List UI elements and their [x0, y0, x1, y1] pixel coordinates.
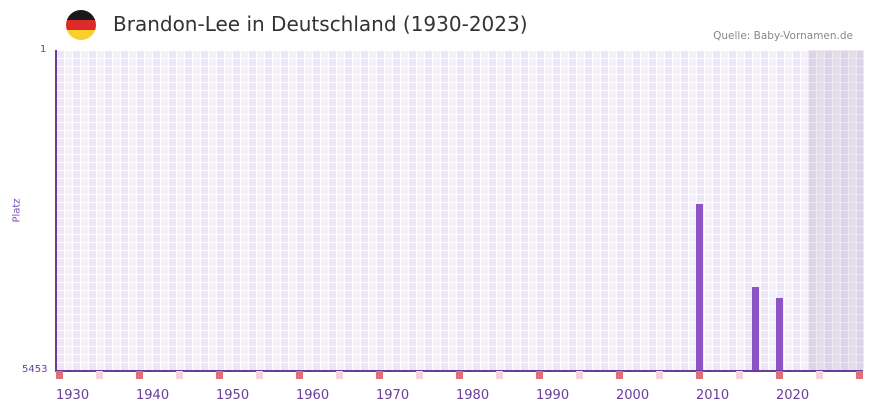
x-tick-label: 1950	[216, 388, 250, 403]
year-marker	[256, 371, 263, 379]
plot-area	[55, 50, 864, 372]
y-tick-bottom: 5453	[22, 364, 48, 375]
source-label: Quelle: Baby-Vornamen.de	[713, 30, 853, 42]
x-tick-label: 1930	[56, 388, 90, 403]
bar-2017[interactable]	[752, 287, 759, 370]
x-tick-label: 2020	[776, 388, 810, 403]
year-marker	[136, 371, 143, 379]
year-marker	[176, 371, 183, 379]
x-tick-label: 1980	[456, 388, 490, 403]
year-marker	[496, 371, 503, 379]
year-marker	[56, 371, 63, 379]
year-markers	[56, 371, 864, 379]
year-marker	[216, 371, 223, 379]
year-marker	[416, 371, 423, 379]
y-tick-top: 1	[40, 44, 47, 55]
year-marker	[376, 371, 383, 379]
x-tick-label: 1990	[536, 388, 570, 403]
year-marker	[656, 371, 663, 379]
year-marker	[296, 371, 303, 379]
year-marker	[856, 371, 863, 379]
x-tick-label: 2000	[616, 388, 650, 403]
y-axis-line	[55, 50, 57, 370]
chart-title: Brandon-Lee in Deutschland (1930-2023)	[113, 12, 528, 36]
germany-flag-icon	[66, 10, 96, 40]
bar-2020[interactable]	[776, 298, 783, 370]
x-tick-label: 1940	[136, 388, 170, 403]
bar-2010[interactable]	[696, 204, 703, 370]
x-tick-label: 1960	[296, 388, 330, 403]
y-axis-title: Platz	[11, 198, 23, 223]
year-marker	[736, 371, 743, 379]
year-marker	[816, 371, 823, 379]
x-axis-line	[55, 370, 863, 372]
year-marker	[616, 371, 623, 379]
year-marker	[776, 371, 783, 379]
year-marker	[576, 371, 583, 379]
year-marker	[336, 371, 343, 379]
year-marker	[456, 371, 463, 379]
future-shaded-region	[808, 50, 864, 370]
x-tick-label: 2010	[696, 388, 730, 403]
grid	[56, 50, 863, 370]
x-tick-label: 1970	[376, 388, 410, 403]
year-marker	[536, 371, 543, 379]
year-marker	[696, 371, 703, 379]
year-marker	[96, 371, 103, 379]
